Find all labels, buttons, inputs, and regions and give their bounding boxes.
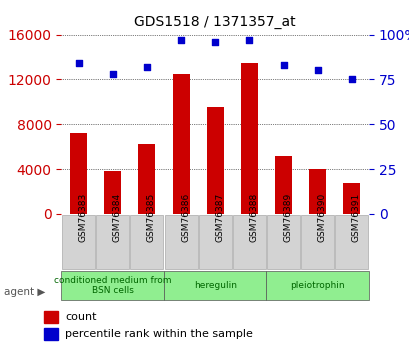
Point (211, 39, 218, 45)
Text: GSM76383: GSM76383 (79, 193, 88, 243)
Bar (61, 271, 164, 300)
Point (75, 60, 82, 66)
FancyBboxPatch shape (62, 215, 95, 268)
FancyBboxPatch shape (130, 215, 163, 268)
Bar (172, 74, 189, 214)
Point (245, 37, 252, 43)
Bar (240, 62, 257, 214)
FancyBboxPatch shape (267, 215, 299, 268)
Text: GSM76388: GSM76388 (249, 193, 258, 243)
Bar (274, 156, 291, 214)
Point (280, 62, 286, 68)
Text: count: count (65, 312, 97, 322)
Bar (308, 169, 326, 214)
Text: GSM76391: GSM76391 (351, 193, 360, 243)
FancyBboxPatch shape (335, 215, 367, 268)
Bar (45, 328, 58, 340)
Point (143, 64, 150, 70)
Text: heregulin: heregulin (193, 281, 236, 290)
Text: percentile rank within the sample: percentile rank within the sample (65, 329, 253, 339)
Text: GSM76386: GSM76386 (181, 193, 190, 243)
Bar (342, 183, 360, 214)
Text: GSM76390: GSM76390 (317, 193, 326, 243)
Bar (45, 310, 58, 323)
Point (178, 37, 184, 43)
Point (314, 68, 320, 73)
FancyBboxPatch shape (96, 215, 129, 268)
Bar (164, 271, 266, 300)
FancyBboxPatch shape (301, 215, 333, 268)
Text: GSM76384: GSM76384 (112, 193, 121, 242)
Bar (104, 171, 121, 214)
Bar (206, 107, 223, 214)
Text: GSM76389: GSM76389 (283, 193, 292, 243)
Text: agent ▶: agent ▶ (4, 287, 45, 296)
FancyBboxPatch shape (164, 215, 197, 268)
Bar (266, 271, 368, 300)
Text: GSM76387: GSM76387 (215, 193, 224, 243)
Title: GDS1518 / 1371357_at: GDS1518 / 1371357_at (134, 15, 295, 29)
FancyBboxPatch shape (198, 215, 231, 268)
Bar (70, 133, 87, 214)
Text: pleiotrophin: pleiotrophin (290, 281, 344, 290)
Point (348, 77, 354, 82)
Text: GSM76385: GSM76385 (146, 193, 155, 243)
FancyBboxPatch shape (232, 215, 265, 268)
Bar (138, 144, 155, 214)
Point (109, 71, 116, 77)
Text: conditioned medium from
BSN cells: conditioned medium from BSN cells (54, 276, 171, 295)
